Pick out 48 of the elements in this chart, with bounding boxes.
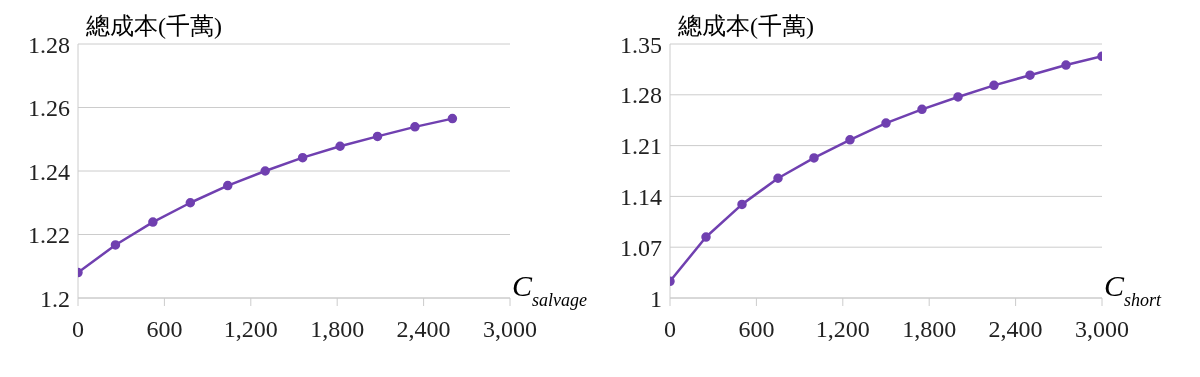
point	[297, 152, 308, 163]
point	[773, 173, 783, 184]
point	[148, 217, 158, 227]
point	[372, 131, 383, 142]
x-tick-label: 600	[738, 316, 775, 343]
point	[701, 232, 711, 242]
y-tick-label: 1.28	[28, 31, 70, 58]
x-axis-title: C$_{salvage}$	[512, 269, 588, 310]
x-tick-label: 1,200	[815, 316, 870, 343]
point	[917, 104, 927, 115]
x-tick-label: 3,000	[1075, 316, 1129, 343]
x-tick-label: 1,200	[223, 316, 278, 343]
point	[989, 80, 999, 91]
point	[335, 141, 345, 151]
point	[845, 135, 855, 145]
x-tick-label: 1,800	[310, 316, 365, 343]
point	[953, 92, 963, 102]
x-tick-label: 3,000	[483, 316, 537, 343]
y-tick-label: 1.35	[620, 31, 662, 58]
x-tick-label: 0	[72, 316, 84, 343]
point	[881, 118, 891, 128]
y-tick-label: 1.21	[620, 133, 662, 160]
point	[185, 198, 196, 208]
x-tick-label: 0	[664, 316, 676, 343]
point	[737, 199, 747, 210]
point	[223, 180, 233, 191]
y-tick-label: 1	[650, 285, 662, 312]
x-tick-label: 2,400	[988, 316, 1043, 343]
x-axis-title: C$_{short}$	[1104, 269, 1163, 310]
point	[1061, 60, 1071, 70]
x-tick-label: 600	[146, 316, 183, 343]
y-tick-label: 1.14	[620, 183, 662, 210]
point	[410, 122, 420, 132]
y-tick-label: 1.28	[620, 82, 662, 109]
y-axis-title: 總成本(千萬)	[86, 12, 222, 41]
x-tick-label: 1,800	[902, 316, 957, 343]
y-tick-label: 1.07	[620, 234, 662, 261]
y-tick-label: 1.24	[28, 158, 70, 185]
point	[809, 153, 819, 163]
y-tick-label: 1.2	[40, 285, 70, 312]
point	[260, 166, 270, 176]
y-tick-label: 1.22	[28, 222, 70, 249]
point	[1025, 70, 1035, 80]
point	[110, 240, 121, 250]
y-axis-title: 總成本(千萬)	[678, 12, 814, 41]
x-tick-label: 2,400	[396, 316, 451, 343]
y-tick-label: 1.26	[28, 95, 70, 122]
point	[447, 113, 458, 124]
